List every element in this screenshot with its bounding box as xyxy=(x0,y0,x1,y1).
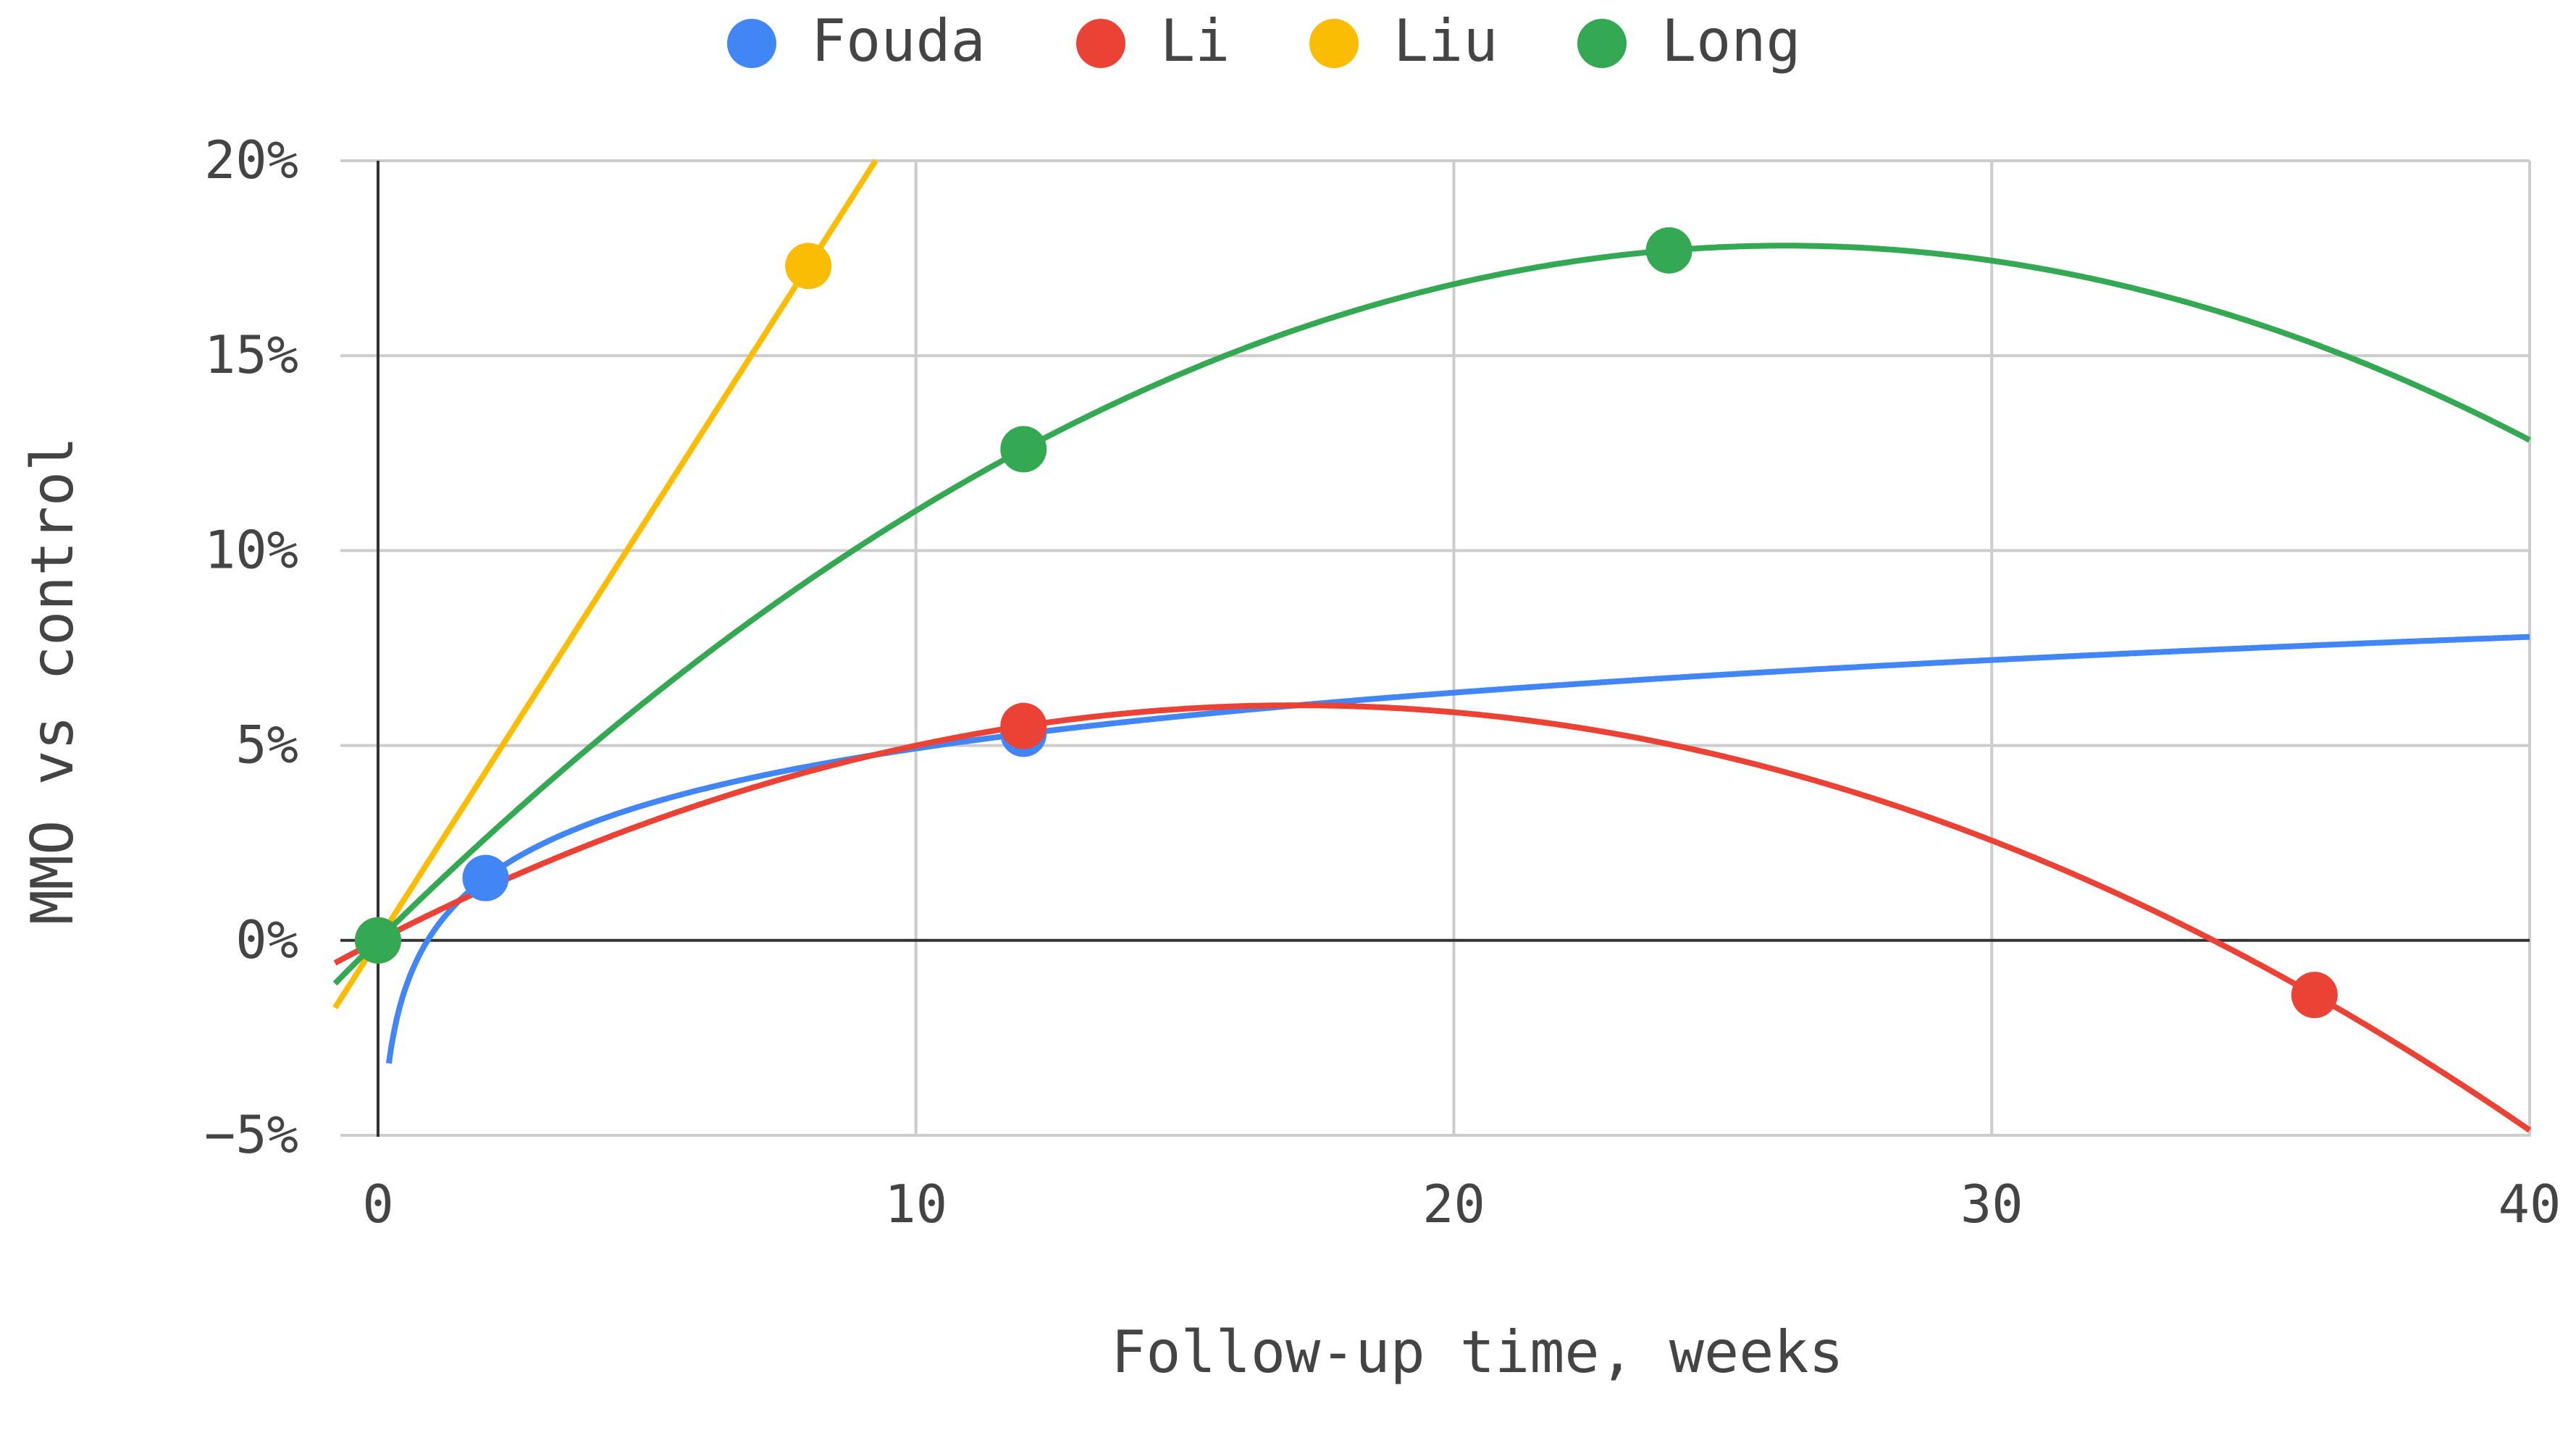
point-li[interactable] xyxy=(1000,702,1047,749)
y-tick-label: 5% xyxy=(235,715,298,775)
legend-item-long[interactable]: Long xyxy=(1577,7,1801,75)
grid-lines xyxy=(340,159,2531,1137)
x-tick-label: 40 xyxy=(2499,1174,2562,1235)
y-tick-label: 10% xyxy=(204,519,298,580)
legend-marker xyxy=(1076,19,1125,68)
y-tick-label: 0% xyxy=(235,909,298,970)
point-li[interactable] xyxy=(2291,972,2338,1019)
legend[interactable]: Fouda Li Liu Long xyxy=(727,7,1801,75)
legend-item-fouda[interactable]: Fouda xyxy=(727,7,986,75)
legend-label: Fouda xyxy=(811,7,986,75)
legend-marker xyxy=(727,19,776,68)
trendlines xyxy=(332,159,2532,1133)
axes xyxy=(340,161,2530,1137)
point-long[interactable] xyxy=(355,917,401,964)
legend-marker xyxy=(1309,19,1359,68)
legend-marker xyxy=(1577,19,1627,68)
point-fouda[interactable] xyxy=(462,854,509,901)
trendline-long xyxy=(332,243,2531,986)
legend-label: Long xyxy=(1661,7,1801,75)
y-axis-title: MMO vs control xyxy=(19,437,86,925)
legend-label: Li xyxy=(1160,7,1230,75)
legend-item-li[interactable]: Li xyxy=(1076,7,1230,75)
trendline-liu xyxy=(332,159,878,1010)
data-points xyxy=(355,227,2338,1019)
legend-label: Liu xyxy=(1393,7,1498,75)
trendline-li xyxy=(333,702,2532,1133)
tick-labels: −5% 0% 5% 10% 15% 20% 0 10 20 30 40 xyxy=(204,130,2561,1235)
x-tick-label: 0 xyxy=(362,1174,393,1235)
y-tick-label: −5% xyxy=(204,1104,298,1165)
x-axis-title: Follow-up time, weeks xyxy=(1111,1318,1843,1386)
legend-item-liu[interactable]: Liu xyxy=(1309,7,1498,75)
point-liu[interactable] xyxy=(785,243,832,290)
x-tick-label: 30 xyxy=(1960,1174,2023,1235)
x-tick-label: 20 xyxy=(1422,1174,1485,1235)
point-long[interactable] xyxy=(1000,426,1047,473)
point-long[interactable] xyxy=(1645,227,1692,274)
trendline-fouda xyxy=(385,634,2530,1064)
x-tick-label: 10 xyxy=(884,1174,947,1235)
y-tick-label: 15% xyxy=(204,324,298,385)
y-tick-label: 20% xyxy=(204,130,298,190)
